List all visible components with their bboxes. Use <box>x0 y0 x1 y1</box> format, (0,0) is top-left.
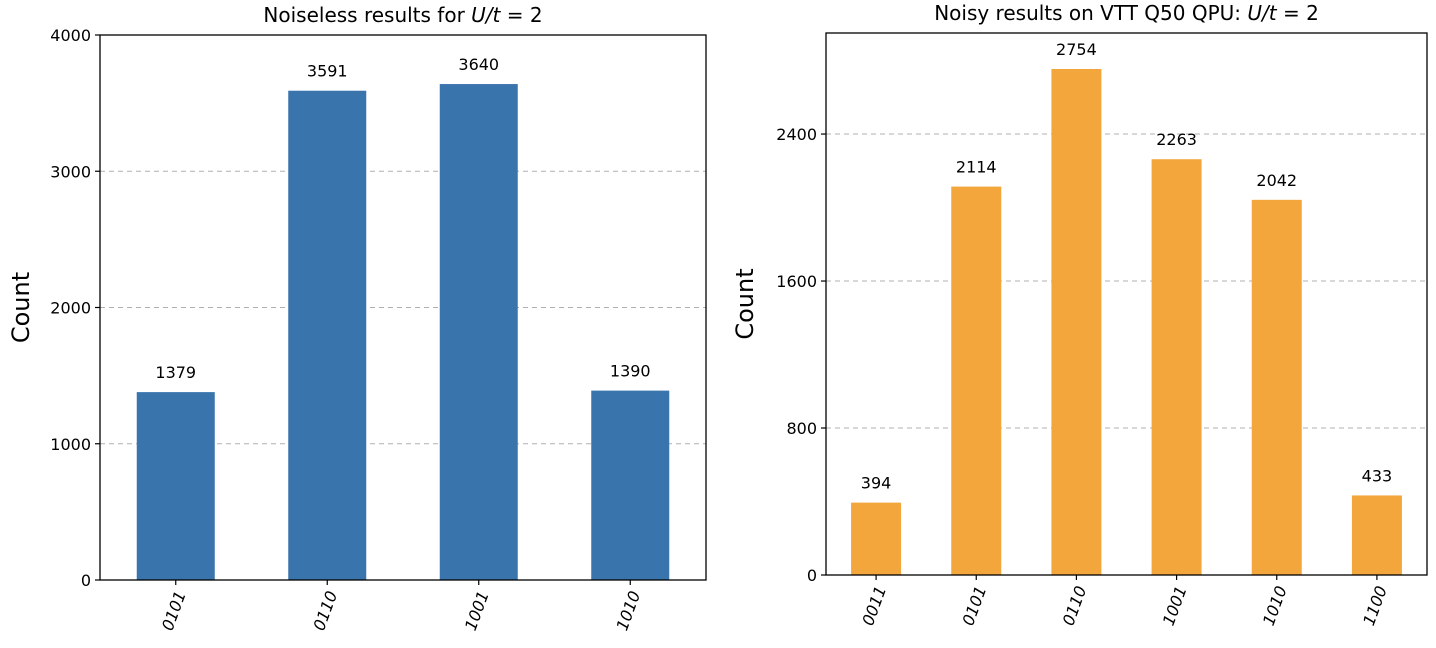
y-tick-label: 0 <box>807 566 817 585</box>
data-label: 1390 <box>610 362 651 381</box>
bar-0101 <box>951 186 1002 575</box>
y-tick-label: 800 <box>786 419 817 438</box>
title-suffix: = 2 <box>1277 1 1319 25</box>
title-math: U/t <box>1247 1 1277 25</box>
y-axis-label: Count <box>731 268 759 339</box>
bar-1100 <box>1351 495 1402 575</box>
data-label: 394 <box>861 474 892 493</box>
bar-1010 <box>1251 199 1302 576</box>
x-tick-label: 0110 <box>309 588 341 633</box>
y-tick-label: 2000 <box>50 299 91 318</box>
x-tick-label: 1001 <box>461 588 493 633</box>
y-tick-label: 2400 <box>776 125 817 144</box>
y-tick-label: 4000 <box>50 26 91 45</box>
y-tick-label: 3000 <box>50 162 91 181</box>
plot-frame <box>99 34 707 581</box>
data-label: 3591 <box>307 62 348 81</box>
bar-1001 <box>1151 159 1202 576</box>
x-tick-label: 1001 <box>1159 583 1191 628</box>
x-tick-label: 1100 <box>1359 583 1391 628</box>
bar-0110 <box>1051 69 1102 575</box>
noiseless-chart: 1379 0101 3591 0110 3640 1001 1390 1010 0 1000 200… <box>7 3 707 633</box>
x-tick-label: 0101 <box>158 588 190 633</box>
bar-0011 <box>851 502 902 575</box>
data-label: 2754 <box>1056 40 1097 59</box>
title-math: U/t <box>471 3 501 27</box>
x-tick-label: 0110 <box>1059 583 1091 628</box>
data-label: 2114 <box>956 158 997 177</box>
data-label: 3640 <box>458 55 499 74</box>
x-tick-label: 0101 <box>958 583 990 628</box>
x-tick-label: 1010 <box>612 588 644 633</box>
title-prefix: Noisy results on VTT Q50 QPU: <box>934 1 1247 25</box>
data-label: 433 <box>1362 466 1393 485</box>
plot-frame <box>825 32 1428 576</box>
y-axis-label: Count <box>7 272 35 343</box>
bar-0110 <box>288 90 367 580</box>
bar-1001 <box>439 84 518 581</box>
noisy-chart: 394 0011 2114 0101 2754 0110 2263 1001 2042 1010 4… <box>731 1 1428 628</box>
data-label: 1379 <box>155 363 196 382</box>
x-tick-label: 0011 <box>858 583 890 628</box>
bar-1010 <box>591 390 670 580</box>
bar-0101 <box>136 392 215 580</box>
y-tick-label: 0 <box>81 571 91 590</box>
y-tick-label: 1600 <box>776 272 817 291</box>
title-suffix: = 2 <box>500 3 542 27</box>
title-prefix: Noiseless results for <box>263 3 471 27</box>
chart-title: Noisy results on VTT Q50 QPU: U/t = 2 <box>934 1 1319 25</box>
data-label: 2042 <box>1256 171 1297 190</box>
chart-title: Noiseless results for U/t = 2 <box>263 3 542 27</box>
y-tick-label: 1000 <box>50 435 91 454</box>
x-tick-label: 1010 <box>1259 583 1291 628</box>
data-label: 2263 <box>1156 130 1197 149</box>
